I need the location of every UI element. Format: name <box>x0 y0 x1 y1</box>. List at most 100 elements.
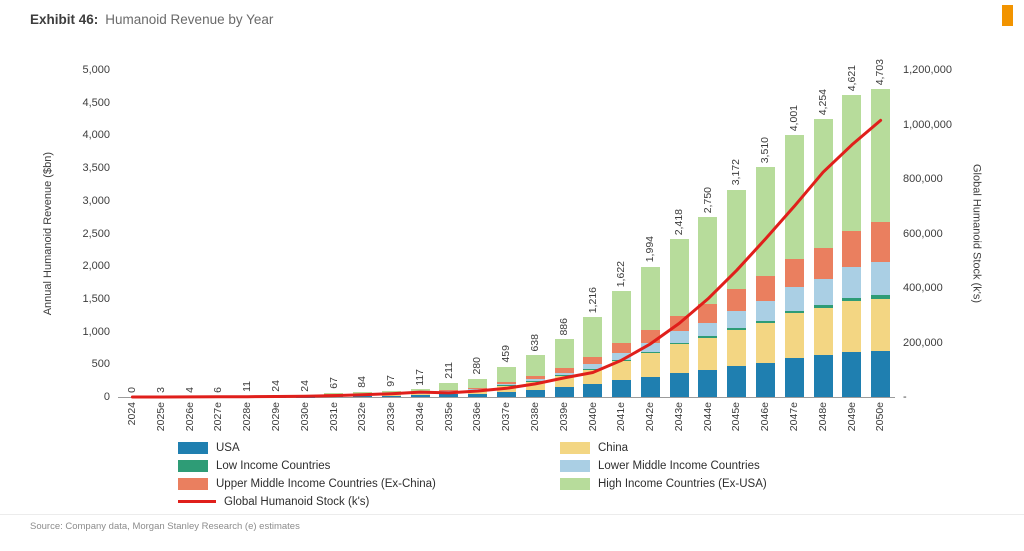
bar-segment <box>497 385 516 392</box>
bar-value-label: 4,254 <box>816 88 829 115</box>
bar-segment <box>497 391 516 397</box>
x-axis-tick-label: 2027e <box>212 402 225 432</box>
bar-segment <box>784 313 804 358</box>
bar-value-label: 459 <box>500 345 513 363</box>
bar-value-label: 4,001 <box>788 105 800 132</box>
left-axis-tick-label: 2,500 <box>82 227 110 240</box>
x-axis-tick-label: 2043e <box>672 402 685 432</box>
bar-value-label-container: 0 <box>118 337 147 393</box>
bar-segment <box>410 393 430 396</box>
bar-segment <box>554 387 574 397</box>
left-axis-tick-label: 5,000 <box>82 64 110 76</box>
bar-segment <box>698 338 718 370</box>
bar-segment <box>324 396 344 397</box>
bar-segment <box>525 381 545 390</box>
left-axis-title-text: Annual Humanoid Revenue ($bn) <box>41 151 54 316</box>
bar-segment <box>698 304 718 323</box>
bar-value-label: 638 <box>529 333 541 352</box>
bar-value-label: 6 <box>212 386 225 393</box>
x-axis-tick-label: 2035e <box>442 402 455 432</box>
bar-value-label: 97 <box>385 374 398 387</box>
exhibit-label: Exhibit 46: <box>30 12 99 27</box>
legend-item: Low Income Countries <box>178 459 560 472</box>
bar-segment <box>612 380 632 397</box>
legend-box-swatch <box>560 441 590 454</box>
legend-label: High Income Countries (Ex-USA) <box>598 477 767 490</box>
bar-segment <box>669 344 689 373</box>
legend-line-swatch <box>178 500 216 503</box>
right-axis-tick-label: 600,000 <box>903 227 943 240</box>
legend-box-swatch <box>178 459 208 472</box>
bar-segment <box>353 394 373 396</box>
bar-segment <box>525 389 545 397</box>
bar-value-label-container: 2,750 <box>694 157 723 213</box>
bar-value-label: 11 <box>241 381 254 393</box>
x-axis-tick-label-container: 2025e <box>147 402 176 448</box>
bar-segment <box>727 365 747 397</box>
bar-segment <box>410 392 430 393</box>
x-axis-tick-label: 2031e <box>327 402 340 432</box>
bar-segment <box>813 248 833 280</box>
bar-value-label: 1,216 <box>586 287 599 314</box>
legend-box-swatch <box>560 477 590 490</box>
left-axis-tick-label: 1,500 <box>82 292 110 305</box>
bar-segment <box>669 372 689 397</box>
bar-segment <box>871 221 891 263</box>
legend-label: Lower Middle Income Countries <box>598 459 760 472</box>
legend-label: USA <box>216 441 240 454</box>
x-axis-tick-label: 2045e <box>730 402 743 432</box>
bar-value-label-container: 211 <box>435 323 464 379</box>
bar-segment <box>381 395 401 397</box>
left-axis-tick-label: 0 <box>103 391 110 403</box>
bar-segment <box>640 376 660 397</box>
bar-segment <box>353 395 373 397</box>
bar-segment <box>583 356 603 364</box>
bar-value-label-container: 4,703 <box>866 29 895 85</box>
bar-segment <box>410 395 430 397</box>
right-axis-title: Global Humanoid Stock (k's) <box>968 70 984 397</box>
bar-segment <box>669 331 689 343</box>
bar-segment <box>439 383 459 390</box>
bar-value-label-container: 1,994 <box>636 207 665 262</box>
x-axis-tick-label-container: 2024 <box>118 402 147 448</box>
legend-item: High Income Countries (Ex-USA) <box>560 477 938 490</box>
x-axis-line <box>118 397 895 398</box>
bar-segment <box>727 289 747 311</box>
bar-segment <box>640 342 660 352</box>
bar-segment <box>784 357 804 397</box>
legend-item: Global Humanoid Stock (k's) <box>178 495 560 508</box>
x-axis-tick-label: 2048e <box>816 402 829 432</box>
bar-value-label: 886 <box>557 317 570 336</box>
x-axis-tick-label: 2040e <box>586 402 599 432</box>
x-axis-tick-label: 2044e <box>701 402 714 432</box>
right-axis-tick-label: 400,000 <box>903 282 943 294</box>
legend-box-swatch <box>560 459 590 472</box>
bar-segment <box>583 369 603 385</box>
bar-segment <box>612 360 632 381</box>
chart-title: Humanoid Revenue by Year <box>105 12 274 27</box>
legend-item: USA <box>178 441 560 454</box>
bar-segment <box>756 301 775 321</box>
bar-segment <box>381 393 401 396</box>
legend-label: Low Income Countries <box>216 459 331 472</box>
bar-segment <box>439 389 459 391</box>
bar-segment <box>842 297 862 302</box>
x-axis-tick-label: 2050e <box>874 402 887 432</box>
bar-value-label: 4 <box>183 386 196 393</box>
x-axis-tick-label: 2041e <box>615 402 628 432</box>
bar-segment <box>497 383 516 386</box>
bar-segment <box>871 294 891 299</box>
bar-segment <box>784 258 804 288</box>
bar-value-label: 4,621 <box>845 64 858 91</box>
bar-segment <box>784 310 804 314</box>
bar-segment <box>583 317 603 357</box>
left-axis-tick-label: 2,000 <box>82 260 110 273</box>
bar-segment <box>612 359 632 361</box>
bar-segment <box>640 352 660 377</box>
legend-box-swatch <box>178 477 208 490</box>
bar-segment <box>612 290 632 344</box>
bar-segment <box>468 389 488 394</box>
brand-mark <box>1002 5 1013 26</box>
bar-segment <box>871 298 891 351</box>
